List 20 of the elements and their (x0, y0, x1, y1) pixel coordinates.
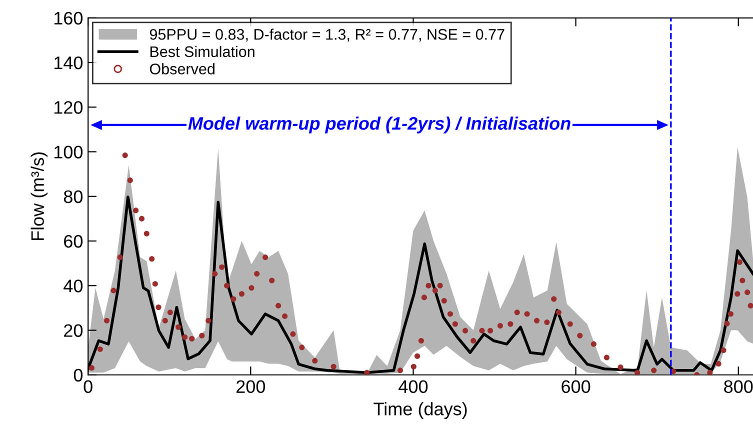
y-tick-label: 100 (54, 146, 83, 158)
legend-label: Observed (150, 63, 214, 74)
y-tick-label: 140 (54, 56, 83, 70)
legend-label: 95PPU = 0.83, D-factor = 1.3, R² = 0.77, NSE = 0.77 (150, 28, 504, 42)
y-tick-label: 60 (64, 234, 83, 248)
y-tick-label: 0 (74, 368, 83, 382)
x-tick-label: 800 (724, 380, 753, 394)
y-tick-label: 120 (54, 101, 83, 114)
x-tick-label: 400 (398, 380, 428, 394)
y-tick-label: 40 (64, 280, 83, 292)
y-axis-title: Flow (m³/s) (30, 152, 48, 240)
y-tick-label: 20 (64, 324, 83, 337)
x-tick-label: 600 (562, 380, 590, 394)
y-tick-label: 160 (54, 12, 83, 25)
legend-label: Best Simulation (150, 46, 254, 58)
x-tick-label: 200 (236, 380, 266, 394)
x-axis-title: Time (days) (374, 402, 467, 419)
annotation: Model warm-up period (1-2yrs) / Initialisation (188, 116, 570, 134)
y-tick-label: 80 (64, 190, 83, 204)
x-tick-label: 0 (84, 380, 92, 394)
